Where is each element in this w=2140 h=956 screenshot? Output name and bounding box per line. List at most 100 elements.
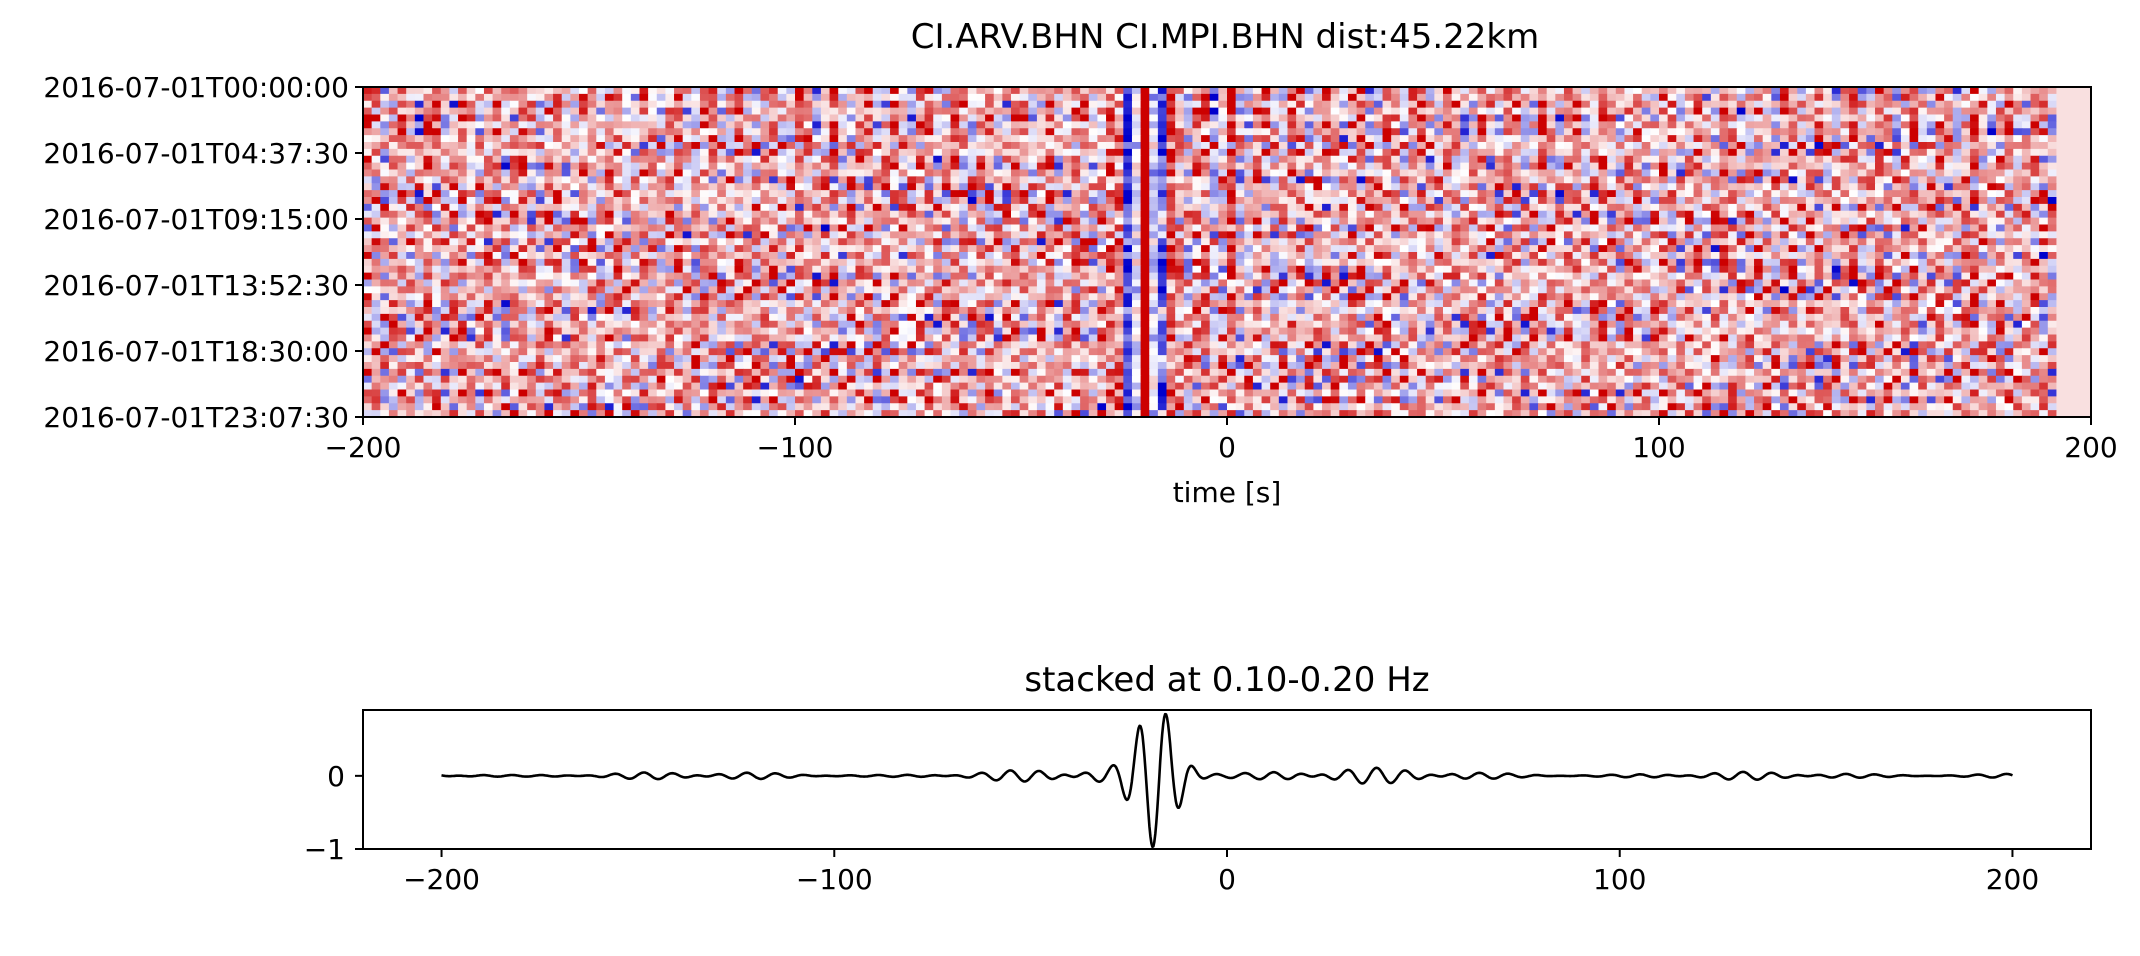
heatmap-cell: [483, 93, 494, 102]
heatmap-cell: [388, 183, 399, 191]
heatmap-cell: [648, 114, 658, 122]
heatmap-cell: [1935, 142, 1945, 150]
heatmap-cell: [976, 87, 986, 95]
heatmap-cell: [544, 231, 554, 239]
heatmap-cell: [1494, 224, 1505, 232]
heatmap-cell: [1278, 169, 1289, 177]
heatmap-cell: [2082, 142, 2091, 150]
heatmap-cell: [1408, 210, 1418, 219]
heatmap-cell: [2004, 135, 2014, 143]
heatmap-cell: [915, 87, 926, 95]
heatmap-cell: [1002, 217, 1012, 226]
heatmap-cell: [1054, 245, 1064, 253]
heatmap-cell: [1987, 238, 1997, 246]
heatmap-cell: [1054, 169, 1064, 177]
heatmap-cell: [1036, 87, 1047, 95]
heatmap-cell: [1503, 135, 1513, 143]
heatmap-cell: [1935, 238, 1945, 246]
heatmap-cell: [2021, 148, 2032, 157]
heatmap-cell: [1417, 190, 1427, 198]
heatmap-cell: [475, 224, 485, 232]
heatmap-cell: [1633, 210, 1643, 219]
heatmap-cell: [1028, 135, 1038, 143]
heatmap-cell: [535, 169, 546, 177]
heatmap-cell: [1736, 245, 1746, 253]
heatmap-cell: [1659, 107, 1669, 116]
heatmap-cell: [587, 210, 597, 219]
heatmap-cell: [1235, 162, 1245, 171]
heatmap-cell: [1529, 183, 1539, 191]
heatmap-cell: [2065, 87, 2075, 95]
heatmap-cell: [760, 224, 770, 232]
heatmap-cell: [622, 93, 632, 102]
heatmap-cell: [1978, 93, 1988, 102]
heatmap-cell: [941, 93, 952, 102]
heatmap-cell: [864, 169, 874, 177]
heatmap-cell: [1987, 121, 1997, 129]
heatmap-cell: [1823, 169, 1833, 177]
heatmap-cell: [1088, 162, 1098, 171]
heatmap-cell: [1434, 217, 1444, 226]
heatmap-cell: [1252, 162, 1263, 171]
heatmap-cell: [604, 210, 615, 219]
heatmap-cell: [812, 142, 822, 150]
heatmap-cell: [1995, 100, 2006, 109]
heatmap-cell: [1728, 245, 1738, 253]
heatmap-cell: [1667, 121, 1677, 129]
heatmap-cell: [1244, 155, 1254, 164]
heatmap-cell: [855, 197, 865, 205]
heatmap-cell: [2047, 203, 2058, 212]
heatmap-cell: [1157, 169, 1168, 177]
heatmap-cell: [492, 197, 502, 205]
heatmap-cell: [985, 224, 995, 232]
heatmap-cell: [1615, 197, 1626, 205]
heatmap-cell: [1814, 148, 1824, 157]
heatmap-cell: [1468, 210, 1479, 219]
heatmap-cell: [1650, 176, 1660, 184]
heatmap-cell: [1978, 176, 1988, 184]
heatmap-cell: [406, 135, 416, 143]
heatmap-cell: [777, 190, 787, 198]
heatmap-cell: [579, 169, 589, 177]
heatmap-cell: [846, 183, 857, 191]
heatmap-cell: [388, 107, 399, 116]
heatmap-cell: [388, 162, 399, 171]
heatmap-cell: [1080, 142, 1090, 150]
heatmap-cell: [1183, 162, 1194, 171]
heatmap-cell: [1512, 190, 1522, 198]
heatmap-cell: [2021, 93, 2032, 102]
heatmap-cell: [751, 190, 762, 198]
heatmap-cell: [760, 135, 770, 143]
heatmap-cell: [1710, 128, 1721, 136]
heatmap-cell: [1088, 176, 1098, 184]
heatmap-cell: [1702, 190, 1712, 198]
heatmap-cell: [1477, 155, 1487, 164]
heatmap-cell: [1123, 169, 1133, 177]
heatmap-cell: [1961, 155, 1971, 164]
heatmap-cell: [1589, 238, 1600, 246]
heatmap-cell: [1227, 224, 1237, 232]
heatmap-cell: [1417, 169, 1427, 177]
heatmap-cell: [967, 238, 978, 246]
heatmap-cell: [1779, 121, 1790, 129]
heatmap-cell: [2039, 162, 2049, 171]
heatmap-cell: [363, 142, 373, 150]
heatmap-cell: [648, 183, 658, 191]
heatmap-cell: [1710, 197, 1721, 205]
heatmap-cell: [829, 210, 839, 219]
heatmap-cell: [1460, 162, 1470, 171]
heatmap-cell: [699, 142, 710, 150]
heatmap-cell: [1451, 197, 1461, 205]
heatmap-cell: [458, 169, 468, 177]
heatmap-cell: [674, 238, 684, 246]
heatmap-cell: [872, 107, 882, 116]
heatmap-cell: [1201, 217, 1211, 226]
heatmap-cell: [1529, 210, 1539, 219]
heatmap-cell: [1347, 87, 1358, 95]
heatmap-cell: [1900, 121, 1911, 129]
heatmap-cell: [449, 142, 459, 150]
heatmap-cell: [993, 176, 1003, 184]
heatmap-cell: [1166, 155, 1176, 164]
heatmap-cell: [518, 100, 528, 109]
heatmap-cell: [1123, 252, 1133, 260]
